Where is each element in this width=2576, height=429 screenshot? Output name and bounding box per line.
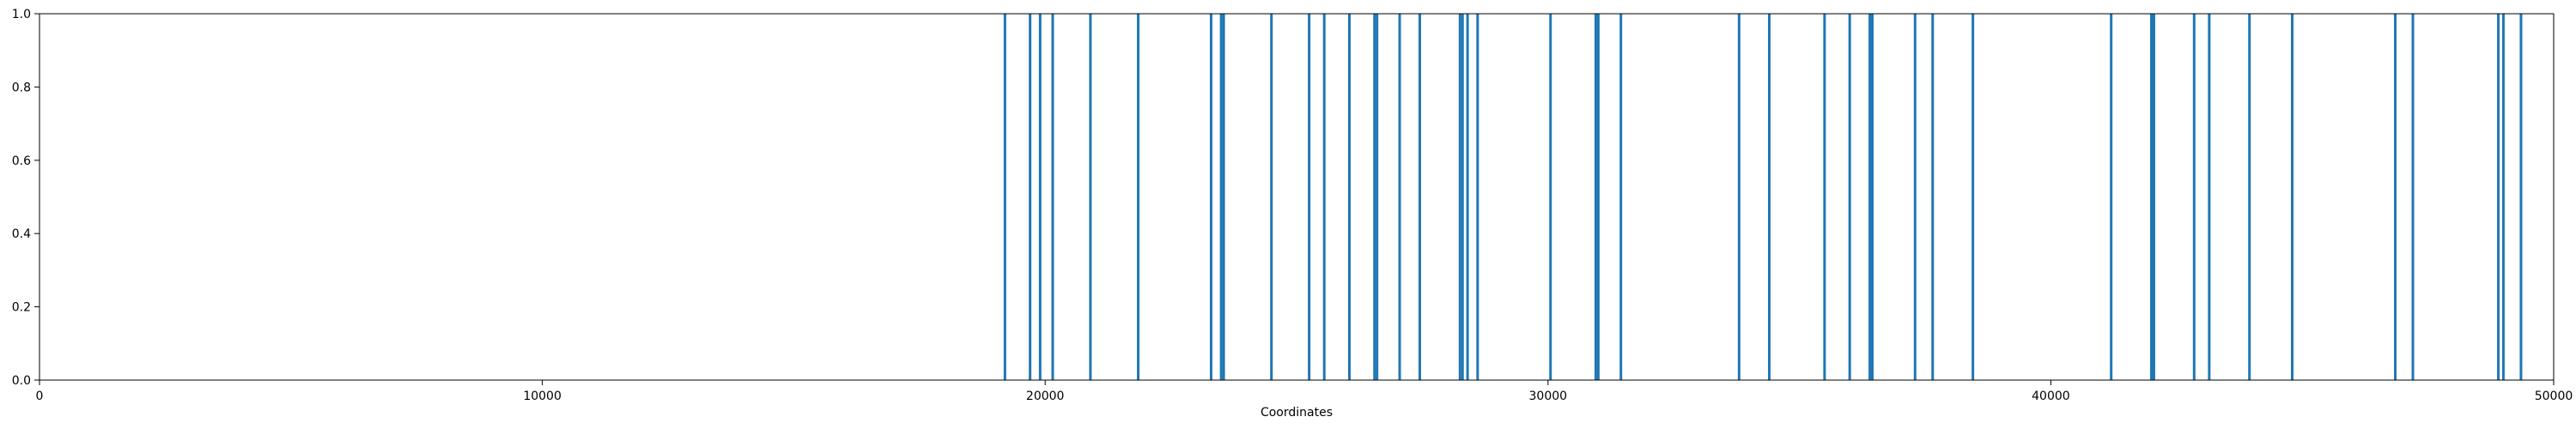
bar	[2411, 14, 2415, 380]
bar	[1594, 14, 1597, 380]
bar	[2519, 14, 2523, 380]
bar	[1347, 14, 1351, 380]
y-tick-label: 0.4	[12, 227, 31, 241]
bar	[1596, 14, 1600, 380]
bar	[1089, 14, 1092, 380]
bar	[2394, 14, 2397, 380]
bar	[2208, 14, 2211, 380]
y-tick-label: 1.0	[12, 8, 31, 21]
x-tick-label: 0	[36, 390, 44, 403]
bar	[1458, 14, 1461, 380]
x-tick-label: 10000	[523, 390, 562, 403]
bar	[1971, 14, 1975, 380]
bar	[1038, 14, 1042, 380]
bar	[2248, 14, 2251, 380]
bar	[1823, 14, 1826, 380]
bar	[1051, 14, 1054, 380]
bar	[1219, 14, 1223, 380]
bar	[2290, 14, 2293, 380]
bar	[2497, 14, 2500, 380]
bar	[1549, 14, 1552, 380]
bar	[1209, 14, 1212, 380]
bar-series	[1003, 14, 2523, 380]
y-tick-label: 0.8	[12, 81, 31, 94]
bar	[1270, 14, 1273, 380]
bar	[1737, 14, 1741, 380]
bar	[1619, 14, 1623, 380]
x-tick-label: 50000	[2535, 390, 2573, 403]
y-tick-label: 0.2	[12, 301, 31, 315]
bar	[1913, 14, 1917, 380]
bar	[2501, 14, 2505, 380]
bar	[1373, 14, 1376, 380]
x-tick-label: 20000	[1026, 390, 1065, 403]
bar	[1767, 14, 1771, 380]
bar	[1461, 14, 1464, 380]
bar	[1003, 14, 1006, 380]
bar	[1398, 14, 1401, 380]
bar	[1322, 14, 1326, 380]
bar	[2152, 14, 2155, 380]
bar	[1466, 14, 1469, 380]
bar	[1848, 14, 1851, 380]
x-axis: 0 10000 20000 30000 40000 50000	[36, 380, 2573, 403]
plot-frame	[39, 13, 2555, 381]
y-tick-label: 0.6	[12, 154, 31, 168]
bar	[2150, 14, 2154, 380]
bar	[1418, 14, 1421, 380]
bar	[2110, 14, 2113, 380]
bar	[1931, 14, 1935, 380]
bar	[1029, 14, 1032, 380]
bar	[2192, 14, 2196, 380]
x-tick-label: 30000	[1529, 390, 1568, 403]
bar	[1222, 14, 1225, 380]
bar	[1137, 14, 1140, 380]
bar	[1871, 14, 1874, 380]
bar	[1376, 14, 1379, 380]
y-axis: 0.0 0.2 0.4 0.6 0.8 1.0	[12, 8, 39, 388]
y-tick-label: 0.0	[12, 374, 31, 388]
bar	[1868, 14, 1872, 380]
x-axis-label: Coordinates	[1261, 406, 1333, 420]
bar	[1476, 14, 1479, 380]
x-tick-label: 40000	[2032, 390, 2070, 403]
bar	[1308, 14, 1311, 380]
